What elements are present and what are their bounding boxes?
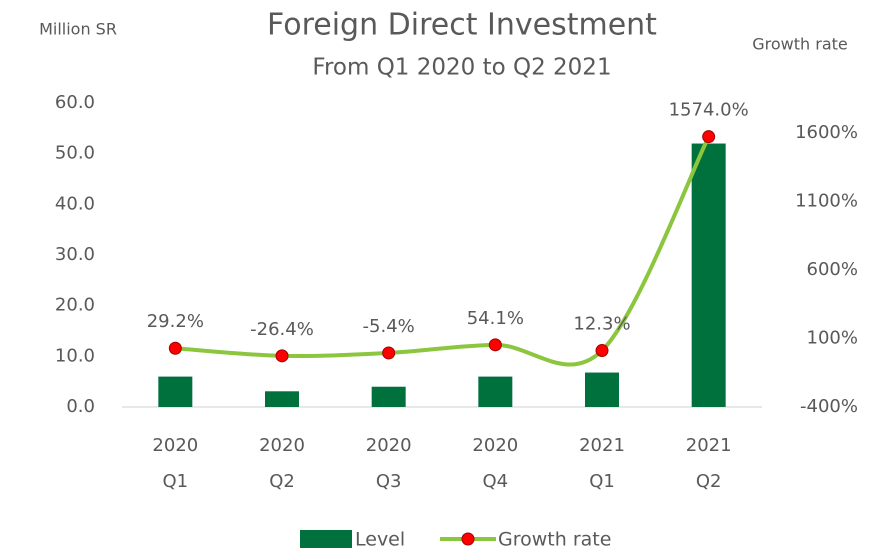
marker <box>702 130 716 144</box>
bar <box>585 372 619 407</box>
data-label: 54.1% <box>467 308 524 329</box>
x-tick-label: Q2 <box>696 471 722 492</box>
data-label: 12.3% <box>573 314 630 335</box>
data-label: 29.2% <box>147 311 204 332</box>
x-tick-label: 2021 <box>686 435 732 456</box>
marker <box>168 341 182 355</box>
y2-tick-label: -400% <box>800 396 858 417</box>
y-tick-label: 30.0 <box>55 244 95 265</box>
bar <box>158 376 193 407</box>
bar <box>691 143 726 408</box>
y-tick-label: 60.0 <box>55 92 95 113</box>
y-tick-label: 20.0 <box>55 295 95 316</box>
x-tick-label: Q3 <box>376 471 402 492</box>
data-label: -26.4% <box>250 319 314 340</box>
chart-title: Foreign Direct Investment <box>267 8 657 43</box>
marker <box>595 344 609 358</box>
y-tick-label: 40.0 <box>55 193 95 214</box>
x-tick-label: 2020 <box>472 435 518 456</box>
x-tick-label: 2020 <box>259 435 305 456</box>
x-tick-label: 2020 <box>366 435 412 456</box>
bar <box>478 376 513 407</box>
bar <box>265 391 299 407</box>
x-tick-label: 2020 <box>152 435 198 456</box>
x-tick-label: Q1 <box>163 471 189 492</box>
chart-subtitle: From Q1 2020 to Q2 2021 <box>312 55 611 81</box>
legend-label: Growth rate <box>498 529 611 551</box>
y2-axis-label: Growth rate <box>752 35 848 54</box>
x-tick-label: 2021 <box>579 435 625 456</box>
data-label: 1574.0% <box>669 100 749 121</box>
y2-tick-label: 600% <box>807 259 858 280</box>
data-label: -5.4% <box>363 316 415 337</box>
x-tick-label: Q4 <box>483 471 509 492</box>
legend-label: Level <box>355 529 405 551</box>
legend-marker <box>461 532 475 546</box>
y2-tick-label: 100% <box>807 328 858 349</box>
y-tick-label: 0.0 <box>66 396 95 417</box>
x-tick-label: Q2 <box>269 471 295 492</box>
x-tick-label: Q1 <box>589 471 615 492</box>
y-tick-label: 50.0 <box>55 143 95 164</box>
bar <box>371 386 406 407</box>
marker <box>382 346 396 360</box>
y2-tick-label: 1600% <box>795 122 858 143</box>
legend-swatch <box>300 530 352 548</box>
y-tick-label: 10.0 <box>55 345 95 366</box>
y-axis-label: Million SR <box>39 20 117 39</box>
marker <box>275 349 289 363</box>
y2-tick-label: 1100% <box>795 191 858 212</box>
marker <box>488 338 502 352</box>
